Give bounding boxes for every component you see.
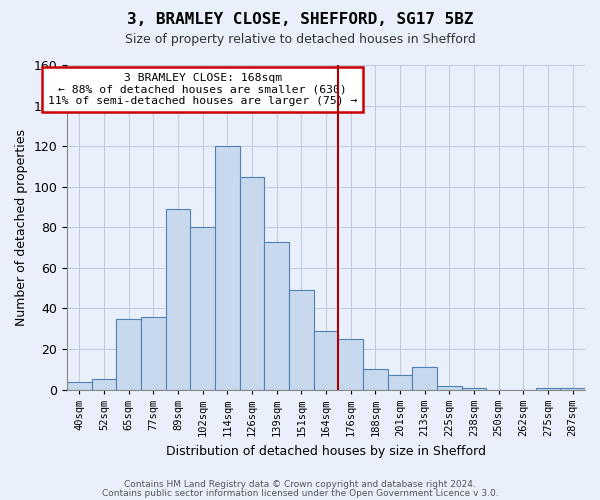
Text: Contains HM Land Registry data © Crown copyright and database right 2024.: Contains HM Land Registry data © Crown c…	[124, 480, 476, 489]
X-axis label: Distribution of detached houses by size in Shefford: Distribution of detached houses by size …	[166, 444, 486, 458]
Bar	[265, 242, 289, 390]
Bar	[314, 331, 338, 390]
Bar	[289, 290, 314, 390]
Bar	[116, 318, 141, 390]
Bar	[412, 368, 437, 390]
Bar	[560, 388, 585, 390]
Bar	[92, 380, 116, 390]
Bar	[67, 382, 92, 390]
Bar	[536, 388, 560, 390]
Bar	[437, 386, 462, 390]
Bar	[190, 228, 215, 390]
Text: 3, BRAMLEY CLOSE, SHEFFORD, SG17 5BZ: 3, BRAMLEY CLOSE, SHEFFORD, SG17 5BZ	[127, 12, 473, 28]
Bar	[215, 146, 240, 390]
Text: 3 BRAMLEY CLOSE: 168sqm
← 88% of detached houses are smaller (630)
11% of semi-d: 3 BRAMLEY CLOSE: 168sqm ← 88% of detache…	[48, 73, 358, 106]
Text: Size of property relative to detached houses in Shefford: Size of property relative to detached ho…	[125, 32, 475, 46]
Text: Contains public sector information licensed under the Open Government Licence v : Contains public sector information licen…	[101, 488, 499, 498]
Bar	[338, 339, 363, 390]
Y-axis label: Number of detached properties: Number of detached properties	[15, 129, 28, 326]
Bar	[240, 176, 265, 390]
Bar	[363, 370, 388, 390]
Bar	[141, 316, 166, 390]
Bar	[166, 209, 190, 390]
Bar	[462, 388, 487, 390]
Bar	[388, 376, 412, 390]
